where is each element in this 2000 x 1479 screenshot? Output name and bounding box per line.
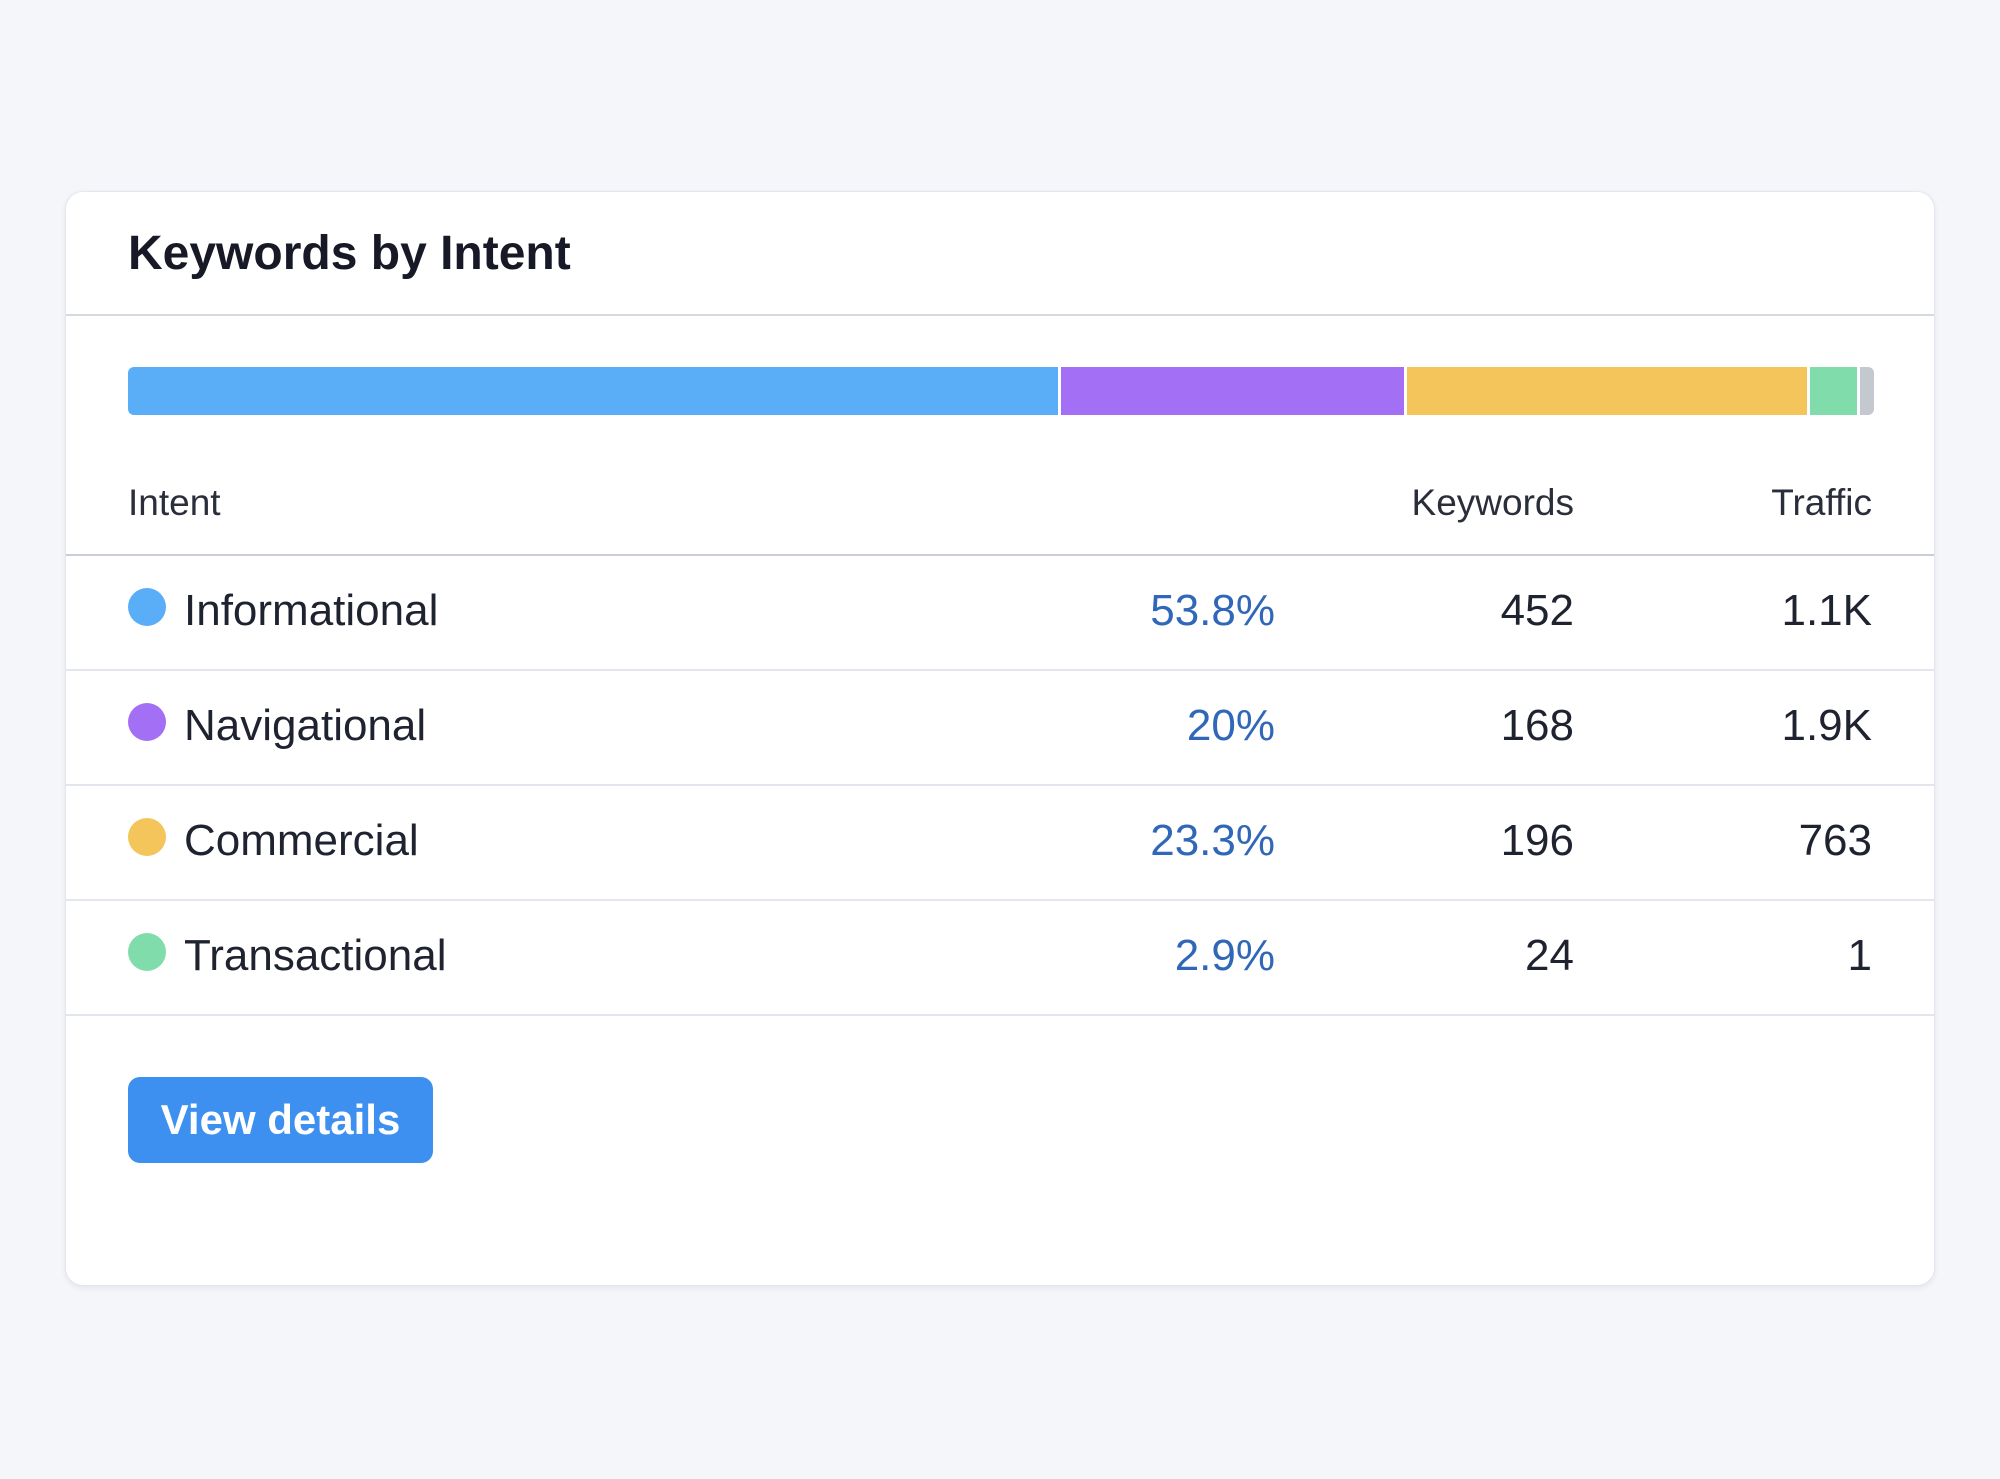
intent-percent-link[interactable]: 20% xyxy=(1186,701,1275,750)
transactional-color-dot xyxy=(128,933,166,971)
intent-bar-segment-navigational[interactable] xyxy=(1058,367,1404,415)
keywords-by-intent-card: Keywords by Intent Intent Keywords Traff… xyxy=(65,191,1935,1286)
column-header-traffic[interactable]: Traffic xyxy=(1771,482,1872,523)
intent-name: Navigational xyxy=(184,701,427,750)
intent-name: Commercial xyxy=(184,816,419,865)
intent-table-body: Informational 53.8% 452 1.1K Navigationa… xyxy=(66,556,1934,1016)
view-details-button[interactable]: View details xyxy=(128,1077,433,1163)
intent-keywords-count: 196 xyxy=(1500,816,1574,865)
navigational-color-dot xyxy=(128,703,166,741)
intent-traffic-value: 763 xyxy=(1798,816,1872,865)
intent-percent-link[interactable]: 53.8% xyxy=(1150,586,1275,635)
table-row-commercial: Commercial 23.3% 196 763 xyxy=(66,786,1934,901)
intent-percent-link[interactable]: 23.3% xyxy=(1150,816,1275,865)
intent-percent-link[interactable]: 2.9% xyxy=(1174,931,1275,980)
intent-traffic-value: 1.9K xyxy=(1781,701,1872,750)
intent-traffic-value: 1 xyxy=(1847,931,1872,980)
card-header: Keywords by Intent xyxy=(66,192,1934,316)
intent-keywords-count: 452 xyxy=(1500,586,1574,635)
column-header-intent: Intent xyxy=(128,482,221,523)
table-row-navigational: Navigational 20% 168 1.9K xyxy=(66,671,1934,786)
intent-bar-segment-transactional[interactable] xyxy=(1806,367,1857,415)
intent-traffic-value: 1.1K xyxy=(1781,586,1872,635)
commercial-color-dot xyxy=(128,818,166,856)
intent-keywords-count: 24 xyxy=(1525,931,1574,980)
header-divider xyxy=(66,554,1934,556)
informational-color-dot xyxy=(128,588,166,626)
intent-bar-segment-other[interactable] xyxy=(1856,367,1874,415)
table-row-informational: Informational 53.8% 452 1.1K xyxy=(66,556,1934,671)
table-row-transactional: Transactional 2.9% 24 1 xyxy=(66,901,1934,1016)
intent-bar-segment-commercial[interactable] xyxy=(1403,367,1807,415)
intent-bar-segment-informational[interactable] xyxy=(128,367,1059,415)
intent-name: Informational xyxy=(184,586,439,635)
intent-name: Transactional xyxy=(184,931,447,980)
column-header-keywords[interactable]: Keywords xyxy=(1411,482,1574,523)
card-title: Keywords by Intent xyxy=(128,227,571,280)
intent-distribution-bar xyxy=(128,367,1874,415)
intent-keywords-count: 168 xyxy=(1500,701,1574,750)
